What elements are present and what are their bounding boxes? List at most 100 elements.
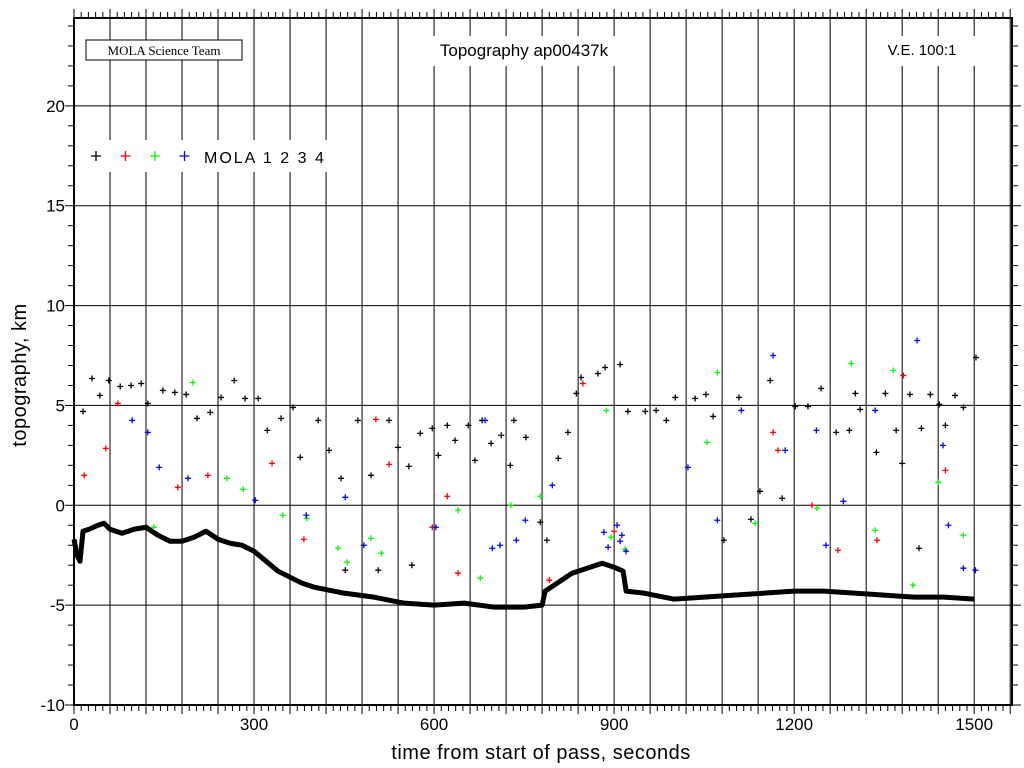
data-point (960, 404, 967, 411)
data-point (578, 374, 585, 381)
data-point (537, 519, 544, 526)
legend-marker-4 (179, 151, 190, 161)
data-point (342, 494, 349, 501)
data-point (231, 377, 238, 384)
data-point (194, 415, 201, 422)
data-point (360, 542, 367, 549)
data-point (378, 550, 385, 557)
legend-marker-3 (150, 151, 160, 161)
data-point (927, 391, 934, 398)
data-points (80, 337, 979, 589)
data-point (747, 516, 754, 523)
data-point (395, 444, 402, 451)
data-point (704, 439, 711, 446)
legend-marker-2 (120, 151, 131, 161)
legend-text: MOLA 1 2 3 4 (204, 150, 326, 167)
data-point (846, 427, 853, 434)
data-point (81, 472, 88, 479)
data-point (510, 417, 517, 424)
data-point (617, 538, 624, 545)
data-point (240, 486, 247, 493)
data-point (813, 505, 820, 512)
data-point (714, 517, 721, 524)
data-point (471, 457, 478, 464)
data-point (242, 395, 249, 402)
data-point (405, 463, 412, 470)
data-point (105, 377, 112, 384)
data-point (774, 447, 781, 454)
data-point (297, 454, 304, 461)
data-point (96, 392, 103, 399)
data-point (960, 532, 967, 539)
data-point (600, 529, 607, 536)
data-point (185, 475, 192, 482)
data-point (489, 545, 496, 552)
data-point (138, 380, 145, 387)
data-point (972, 567, 979, 574)
data-point (224, 475, 231, 482)
data-point (368, 472, 375, 479)
data-point (543, 537, 550, 544)
data-point (279, 512, 286, 519)
data-point (692, 395, 699, 402)
data-point (893, 427, 900, 434)
y-tick-label: 10 (46, 297, 65, 316)
data-point (822, 542, 829, 549)
data-point (618, 532, 625, 539)
data-point (144, 400, 151, 407)
data-point (498, 432, 505, 439)
data-point (386, 461, 393, 468)
data-point (546, 577, 553, 584)
data-point (114, 400, 121, 407)
x-tick-label: 0 (69, 715, 78, 734)
data-point (813, 427, 820, 434)
x-tick-label: 1200 (775, 715, 813, 734)
data-point (735, 394, 742, 401)
y-tick-label: 5 (56, 396, 65, 415)
data-point (117, 383, 124, 390)
data-point (573, 390, 580, 397)
series-mola-4 (129, 337, 979, 574)
data-point (189, 379, 196, 386)
data-point (80, 408, 87, 415)
data-point (326, 447, 333, 454)
data-point (804, 403, 811, 410)
data-point (171, 389, 178, 396)
x-tick-label: 300 (240, 715, 268, 734)
data-point (605, 544, 612, 551)
data-point (818, 385, 825, 392)
data-point (767, 377, 774, 384)
data-point (338, 475, 345, 482)
data-point (513, 537, 520, 544)
data-point (624, 408, 631, 415)
data-point (738, 407, 745, 414)
data-point (488, 440, 495, 447)
chart-title: Topography ap00437k (440, 41, 609, 60)
data-point (603, 407, 610, 414)
data-point (455, 570, 462, 577)
data-point (549, 482, 556, 489)
data-point (653, 407, 660, 414)
data-point (608, 534, 615, 541)
data-point (477, 575, 484, 582)
series-mola-3 (150, 360, 967, 589)
data-point (882, 390, 889, 397)
data-point (942, 422, 949, 429)
data-point (770, 429, 777, 436)
data-point (159, 387, 166, 394)
axis-ticks (65, 9, 1021, 714)
data-point (909, 582, 916, 589)
x-tick-label: 600 (420, 715, 448, 734)
data-point (264, 427, 271, 434)
data-point (386, 417, 393, 424)
data-point (435, 452, 442, 459)
data-point (255, 395, 262, 402)
data-point (564, 429, 571, 436)
data-point (782, 447, 789, 454)
data-point (945, 522, 952, 529)
data-point (752, 520, 759, 527)
data-point (834, 547, 841, 554)
data-point (936, 401, 943, 408)
data-point (497, 542, 504, 549)
